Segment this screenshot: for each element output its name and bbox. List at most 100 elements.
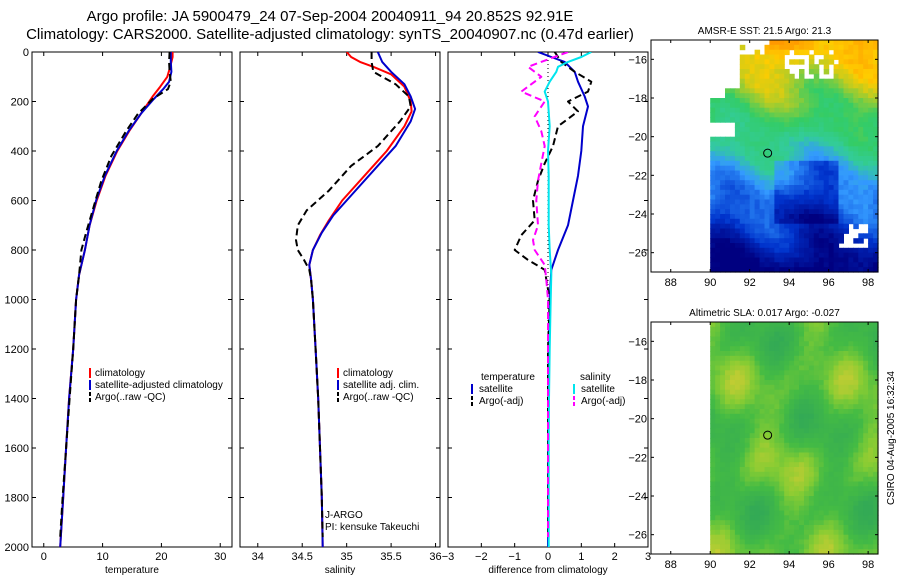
map-cell <box>739 413 746 420</box>
argo-location-marker <box>763 148 773 158</box>
map-cell <box>804 534 810 541</box>
map-cell <box>823 78 830 85</box>
map-cell <box>754 471 761 478</box>
map-cell <box>868 98 874 104</box>
map-cell <box>769 409 775 415</box>
map-cell <box>759 549 766 555</box>
map-cell <box>769 98 775 104</box>
map-cell <box>789 394 795 400</box>
map-cell <box>853 442 859 449</box>
map-cell <box>754 447 761 454</box>
map-cell <box>744 457 751 463</box>
map-cell <box>749 194 756 201</box>
map-cell <box>784 496 790 502</box>
map-cell <box>769 428 775 434</box>
map-cell <box>759 418 766 425</box>
map-cell <box>853 199 859 205</box>
map-cell <box>838 428 844 434</box>
map-cell <box>868 228 874 234</box>
map-cell <box>813 529 820 536</box>
map-cell <box>873 165 879 172</box>
map-cell <box>730 112 736 118</box>
map-cell <box>863 336 869 342</box>
map-cell <box>774 257 780 263</box>
map-cell <box>789 73 795 80</box>
map-cell <box>710 515 716 521</box>
map-cell <box>818 44 825 51</box>
map-cell <box>853 88 859 94</box>
map-cell <box>744 418 751 425</box>
map-cell <box>774 389 780 396</box>
map-cell <box>808 131 815 138</box>
map-cell <box>853 136 859 143</box>
map-cell <box>774 102 780 109</box>
map-cell <box>734 107 741 114</box>
map-cell <box>730 375 736 381</box>
map-cell <box>794 346 800 352</box>
map-cell <box>710 500 716 507</box>
map-cell <box>838 481 844 487</box>
map-cell <box>848 326 854 333</box>
map-cell <box>868 165 874 172</box>
map-cell <box>784 185 790 191</box>
map-cell <box>715 341 721 347</box>
map-cell <box>858 40 864 46</box>
map-cell <box>833 257 840 263</box>
map-cell <box>818 467 825 473</box>
map-cell <box>769 136 775 143</box>
map-cell <box>789 257 795 263</box>
map-cell <box>764 218 770 225</box>
map-cell <box>843 341 849 347</box>
map-cell <box>725 409 731 415</box>
map-cell <box>734 204 741 210</box>
map-cell <box>764 228 770 234</box>
map-cell <box>764 214 770 220</box>
map-cell <box>858 346 864 352</box>
map-cell <box>848 194 854 201</box>
map-cell <box>828 486 835 492</box>
map-cell <box>823 160 830 167</box>
map-cell <box>853 117 859 123</box>
map-cell <box>868 199 874 205</box>
map-cell <box>794 257 800 263</box>
map-cell <box>744 322 751 328</box>
map-cell <box>725 218 731 225</box>
map-cell <box>779 529 785 536</box>
map-cell <box>754 102 761 109</box>
map-cell <box>808 370 815 376</box>
map-cell <box>764 447 770 454</box>
map-cell <box>769 351 775 357</box>
map-cell <box>779 73 785 80</box>
map-cell <box>759 433 766 439</box>
map-cell <box>774 247 780 254</box>
map-cell <box>774 185 780 191</box>
map-cell <box>813 170 820 176</box>
map-cell <box>808 151 815 157</box>
map-cell <box>769 355 775 362</box>
map-cell <box>739 199 746 205</box>
map-cell <box>784 102 790 109</box>
map-cell <box>823 505 830 512</box>
map-cell <box>833 122 840 128</box>
x-tick-label: 94 <box>783 277 795 289</box>
map-cell <box>730 326 736 333</box>
panel-sst-map: AMSR-E SST: 21.5 Argo: 21.388 90 92 94 96 98−… <box>628 26 879 289</box>
map-cell <box>823 496 830 502</box>
map-cell <box>730 471 736 478</box>
map-cell <box>853 399 859 405</box>
x-tick-label: 36 <box>429 551 441 563</box>
map-cell <box>804 380 810 386</box>
map-cell <box>749 73 756 80</box>
map-cell <box>730 505 736 512</box>
map-cell <box>863 341 869 347</box>
map-cell <box>873 73 879 80</box>
map-cell <box>804 399 810 405</box>
map-cell <box>833 476 840 483</box>
map-cell <box>813 544 820 550</box>
map-cell <box>730 520 736 526</box>
map-cell <box>794 136 800 143</box>
map-cell <box>868 49 874 56</box>
map-cell <box>873 136 879 143</box>
map-cell <box>828 471 835 478</box>
map-cell <box>823 223 830 230</box>
